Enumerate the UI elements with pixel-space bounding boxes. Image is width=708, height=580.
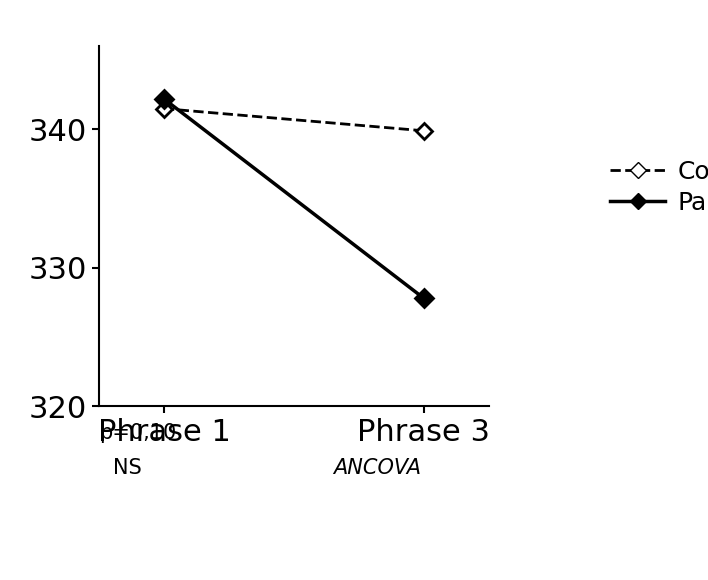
Text: -4,5%: -4,5% [0, 579, 1, 580]
Text: ANCOVA: ANCOVA [333, 458, 421, 478]
Legend: Contrôle, Parkinson: Contrôle, Parkinson [610, 160, 708, 215]
Text: NS: NS [113, 458, 142, 478]
Text: p=0,10: p=0,10 [99, 423, 176, 443]
Text: -0,47%: -0,47% [0, 579, 1, 580]
